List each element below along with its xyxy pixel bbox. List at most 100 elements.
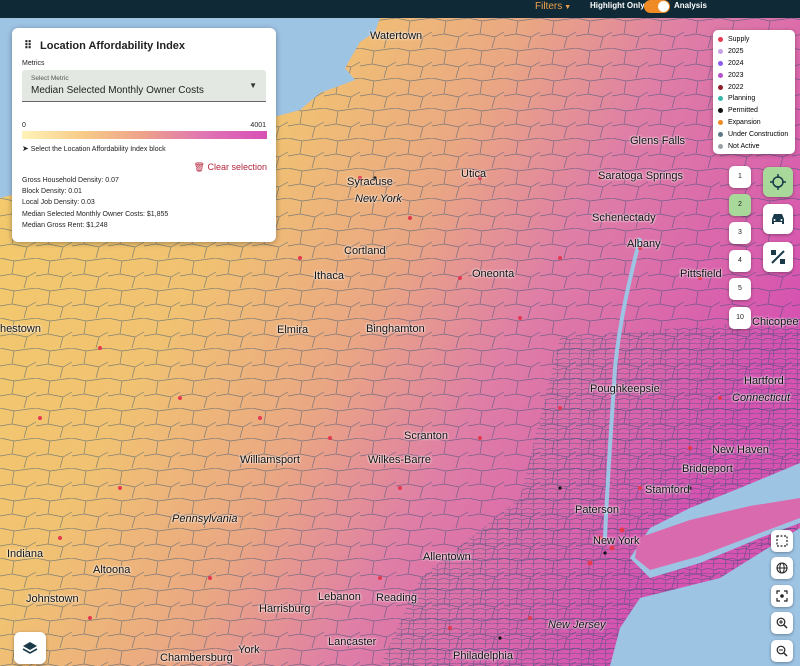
hudson-river <box>603 237 642 539</box>
city-label: Lebanon <box>318 591 361 603</box>
zoom-in-button[interactable] <box>771 612 793 634</box>
toggle-knob <box>658 1 669 12</box>
city-label: York <box>238 644 260 656</box>
metrics-label: Metrics <box>22 60 45 67</box>
legend-swatch <box>718 108 723 114</box>
city-label: Stamford <box>645 484 690 496</box>
zoom-level-button[interactable]: 5 <box>729 278 751 300</box>
state-label: Pennsylvania <box>172 513 238 525</box>
dense-tracts <box>380 318 800 666</box>
highlight-toggle[interactable] <box>644 0 670 13</box>
legend-item[interactable]: 2023 <box>718 69 795 81</box>
layers-icon <box>22 642 38 654</box>
select-box-button[interactable] <box>771 530 793 552</box>
city-label: Altoona <box>93 564 131 576</box>
stat-line: Block Density: 0.01 <box>22 188 82 196</box>
legend-min-value: 0 <box>22 122 26 129</box>
long-island <box>635 498 800 570</box>
zoom-in-icon <box>776 617 788 629</box>
drive-time-button[interactable] <box>763 204 793 234</box>
city-label: Elmira <box>277 324 309 336</box>
legend-label: Not Active <box>728 142 760 150</box>
legend-item[interactable]: Supply <box>718 34 795 46</box>
city-label: Wilkes-Barre <box>368 454 431 466</box>
legend-item[interactable]: Permitted <box>718 105 795 117</box>
filters-dropdown[interactable]: Filters ▼ <box>535 1 571 12</box>
legend-label: Planning <box>728 95 756 103</box>
city-label: Philadelphia <box>453 650 513 662</box>
zoom-level-button[interactable]: 4 <box>729 250 751 272</box>
zoom-level-button[interactable]: 1 <box>729 166 751 188</box>
basemap-button[interactable] <box>771 557 793 579</box>
legend-item[interactable]: Planning <box>718 93 795 105</box>
city-label: Watertown <box>370 30 423 42</box>
metric-select[interactable]: Select Metric Median Selected Monthly Ow… <box>22 70 266 102</box>
affordability-panel: ⠿ Location Affordability Index Metrics S… <box>12 28 276 242</box>
city-label: Binghamton <box>366 323 425 335</box>
car-icon <box>772 214 784 224</box>
city-label: New Haven <box>712 444 769 456</box>
cursor-icon: ➤ <box>22 144 29 153</box>
legend-label: Under Construction <box>728 130 789 138</box>
zoom-level-button[interactable]: 2 <box>729 194 751 216</box>
legend-swatch <box>718 143 723 149</box>
city-label: Hartford <box>744 375 784 387</box>
city-label: Chambersburg <box>160 652 233 664</box>
legend-item[interactable]: Not Active <box>718 140 795 152</box>
trash-icon: 🗑 <box>193 162 205 172</box>
legend-item[interactable]: 2024 <box>718 58 795 70</box>
legend-item[interactable]: 2025 <box>718 46 795 58</box>
zoom-level-button[interactable]: 3 <box>729 222 751 244</box>
legend-item[interactable]: Expansion <box>718 117 795 129</box>
locate-button[interactable] <box>763 167 793 197</box>
atlantic-ocean <box>610 528 800 666</box>
select-floating-label: Select Metric <box>31 75 69 82</box>
city-label: Poughkeepsie <box>590 383 660 395</box>
globe-icon <box>776 562 788 574</box>
stat-line: Gross Household Density: 0.07 <box>22 177 119 184</box>
dropdown-arrow-icon: ▼ <box>249 81 257 90</box>
drag-handle-icon[interactable]: ⠿ <box>24 40 33 52</box>
legend-label: 2022 <box>728 83 744 91</box>
zoom-level-button[interactable]: 10 <box>729 307 751 329</box>
city-label: Chicopee <box>752 316 799 328</box>
panel-title: Location Affordability Index <box>40 40 186 52</box>
city-label: Reading <box>376 592 417 604</box>
legend-swatch <box>718 60 723 66</box>
city-label: Paterson <box>575 504 620 516</box>
legend-swatch <box>718 131 723 137</box>
legend-item[interactable]: 2022 <box>718 81 795 93</box>
city-label: Oneonta <box>472 268 515 280</box>
city-label: Allentown <box>423 551 471 563</box>
analysis-label: Analysis <box>674 1 707 10</box>
layers-button[interactable] <box>14 632 46 664</box>
legend-label: 2025 <box>728 48 744 56</box>
permitted-points <box>373 176 692 640</box>
legend-label: Permitted <box>728 107 758 115</box>
legend-label: Expansion <box>728 118 761 126</box>
crosshair-icon <box>770 174 786 190</box>
clear-selection-button[interactable]: 🗑 Clear selection <box>194 162 267 173</box>
legend-swatch <box>718 37 723 43</box>
color-scale-bar <box>22 131 267 139</box>
legend-label: 2024 <box>728 59 744 67</box>
legend-label: Supply <box>728 36 750 44</box>
legend-swatch <box>718 119 723 125</box>
clear-selection-label: Clear selection <box>207 162 267 172</box>
stat-line: Local Job Density: 0.03 <box>22 199 95 207</box>
city-label: Schenectady <box>592 212 656 224</box>
city-label: Glens Falls <box>630 135 686 147</box>
city-label: Bridgeport <box>682 463 733 475</box>
focus-button[interactable] <box>771 585 793 607</box>
caret-down-icon: ▼ <box>564 4 572 11</box>
legend-swatch <box>718 49 723 55</box>
select-value: Median Selected Monthly Owner Costs <box>31 85 204 96</box>
legend-item[interactable]: Under Construction <box>718 128 795 140</box>
city-label: Pittsfield <box>680 268 722 280</box>
highlight-only-label: Highlight Only <box>590 1 645 10</box>
city-label: Saratoga Springs <box>598 170 683 182</box>
city-label: Johnstown <box>26 593 79 605</box>
top-bar: Filters ▼ Highlight Only Analysis <box>0 0 800 18</box>
percent-button[interactable] <box>763 242 793 272</box>
zoom-out-button[interactable] <box>771 640 793 662</box>
